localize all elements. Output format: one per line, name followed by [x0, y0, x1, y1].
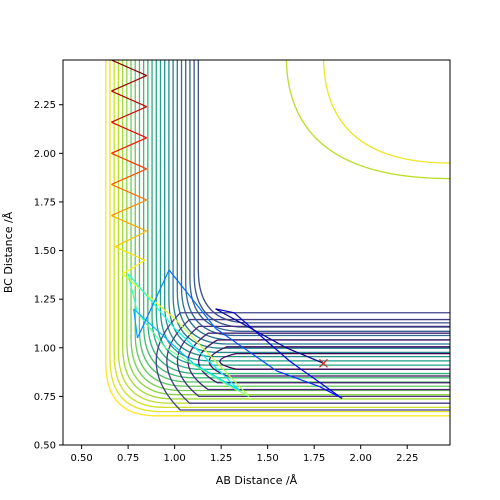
- trajectory-segment: [136, 269, 170, 339]
- trajectory-segment: [111, 106, 147, 123]
- x-tick-label: 0.75: [117, 453, 139, 464]
- trajectory-segment: [165, 347, 231, 388]
- trajectory-segment: [276, 370, 320, 388]
- contour-line: [285, 60, 450, 180]
- contour-line: [164, 60, 450, 358]
- trajectory-segment: [114, 230, 147, 248]
- y-axis-label: BC Distance /Å: [2, 211, 15, 293]
- x-tick-label: 1.25: [210, 453, 232, 464]
- contour-line: [322, 60, 450, 164]
- x-axis-ticks: 0.50 0.75 1.00 1.25 1.50 1.75 2.00 2.25: [70, 445, 418, 464]
- y-tick-label: 0.75: [34, 392, 56, 403]
- trajectory-segment: [215, 327, 278, 372]
- y-tick-label: 2.00: [34, 149, 56, 160]
- y-axis-ticks: 0.50 0.75 1.00 1.25 1.50 1.75 2.00 2.25: [34, 100, 63, 452]
- trajectory-segment: [136, 312, 166, 349]
- trajectory-segment: [127, 273, 176, 329]
- y-tick-label: 2.25: [34, 100, 56, 111]
- contour-line: [193, 60, 450, 328]
- contour-line: [185, 60, 450, 337]
- end-marker: [319, 358, 328, 368]
- x-tick-label: 2.25: [396, 453, 418, 464]
- trajectory-segment: [111, 168, 147, 185]
- trajectory-segment: [168, 269, 217, 329]
- trajectory-segment: [111, 183, 147, 201]
- trajectory-segment: [111, 60, 147, 77]
- trajectory-segment: [289, 360, 343, 399]
- x-tick-label: 1.00: [164, 453, 186, 464]
- contour-line: [126, 60, 450, 396]
- trajectory-segment: [174, 327, 241, 391]
- trajectory-segment: [174, 318, 222, 368]
- contour-line: [189, 60, 450, 332]
- contour-line: [134, 60, 450, 387]
- x-axis-label: AB Distance /Å: [216, 474, 298, 487]
- trajectory-segment: [230, 386, 250, 397]
- trajectory-segment: [111, 137, 147, 154]
- contour-line: [172, 60, 450, 349]
- trajectory-segment: [122, 259, 146, 275]
- x-tick-label: 1.50: [257, 453, 279, 464]
- trajectory-segment: [133, 308, 194, 364]
- y-tick-label: 1.25: [34, 295, 56, 306]
- contour-line: [113, 60, 450, 409]
- trajectory-segment: [286, 347, 324, 364]
- contour-line: [176, 60, 450, 345]
- contour-line: [197, 60, 450, 324]
- trajectory-segment: [220, 366, 250, 397]
- contour-line: [219, 352, 450, 370]
- contour-lines: [105, 60, 450, 417]
- y-tick-label: 1.50: [34, 246, 56, 257]
- trajectory-segment: [111, 152, 147, 170]
- contour-line: [180, 60, 450, 341]
- trajectory-segment: [111, 90, 147, 108]
- contour-line: [176, 325, 450, 398]
- trajectory-segment: [111, 121, 147, 139]
- trajectory-segment: [192, 362, 241, 392]
- trajectory-segment: [111, 199, 147, 217]
- y-tick-label: 1.75: [34, 197, 56, 208]
- trajectory-segment: [111, 215, 147, 232]
- contour-line: [155, 312, 450, 411]
- contour-line: [168, 60, 450, 354]
- contour-line: [155, 60, 450, 366]
- trajectory-segment: [114, 246, 146, 261]
- contour-line: [109, 60, 450, 413]
- y-tick-label: 0.50: [34, 441, 56, 452]
- x-tick-label: 1.75: [303, 453, 325, 464]
- trajectory-segment: [233, 312, 291, 362]
- plot-frame: [62, 59, 451, 446]
- x-tick-label: 0.50: [70, 453, 92, 464]
- contour-line: [105, 60, 450, 417]
- contour-line: [147, 60, 450, 375]
- contour-line: [151, 60, 450, 370]
- contour-line: [166, 318, 450, 404]
- trajectory-segment: [215, 308, 235, 314]
- trajectory-segment: [127, 273, 139, 313]
- contour-line: [117, 60, 450, 404]
- x-tick-label: 2.00: [350, 453, 372, 464]
- y-tick-label: 1.00: [34, 343, 56, 354]
- trajectory-segment: [122, 273, 176, 320]
- contour-line: [198, 339, 450, 384]
- trajectory-path: [111, 60, 343, 399]
- trajectory-segment: [133, 308, 139, 339]
- marker-stroke: [319, 358, 328, 368]
- trajectory-segment: [215, 308, 287, 349]
- trajectory-segment: [111, 75, 147, 92]
